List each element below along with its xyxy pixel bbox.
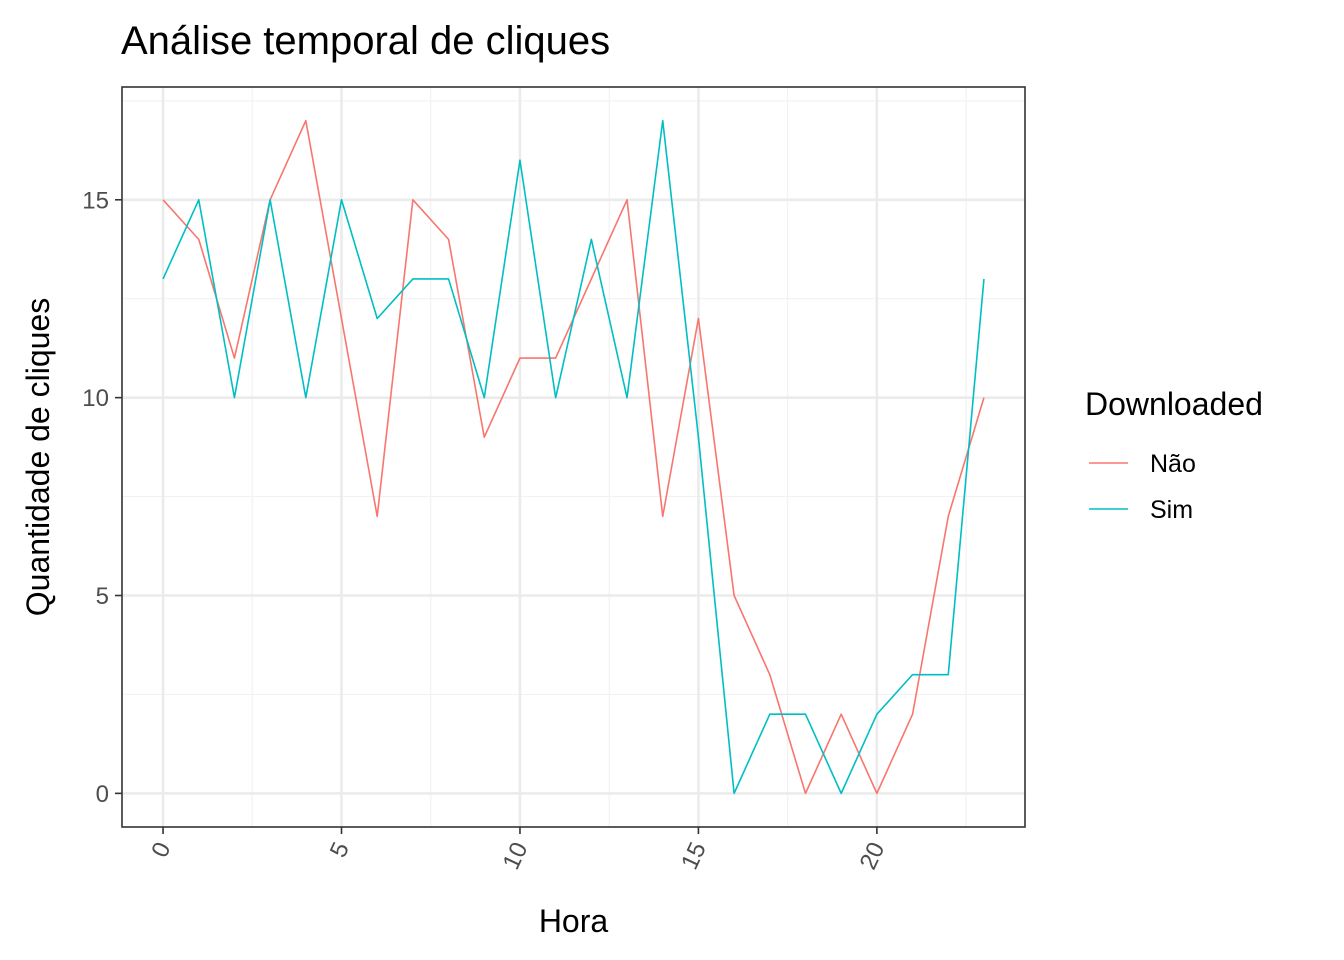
x-tick-label: 15 bbox=[676, 838, 712, 874]
legend-label-sim: Sim bbox=[1150, 496, 1193, 524]
x-tick-label: 0 bbox=[146, 838, 176, 862]
y-tick-label: 15 bbox=[82, 187, 109, 214]
legend-title: Downloaded bbox=[1085, 386, 1263, 422]
plot-border bbox=[121, 86, 1026, 828]
legend-label-não: Não bbox=[1150, 450, 1196, 478]
x-axis-title: Hora bbox=[539, 903, 609, 939]
y-tick-label: 10 bbox=[82, 385, 109, 412]
grid-lines bbox=[122, 87, 1025, 827]
plot-background bbox=[122, 87, 1025, 827]
plot-panel bbox=[121, 86, 1026, 828]
y-axis-title: Quantidade de cliques bbox=[20, 298, 56, 616]
x-tick-label: 5 bbox=[325, 838, 355, 862]
y-tick-label: 0 bbox=[96, 781, 109, 808]
y-tick-label: 5 bbox=[96, 583, 109, 610]
x-tick-label: 20 bbox=[855, 838, 891, 874]
series-line-sim bbox=[162, 119, 985, 795]
x-tick-label: 10 bbox=[498, 838, 534, 874]
series-lines bbox=[162, 119, 985, 795]
legend-items: Não Sim bbox=[1089, 450, 1196, 524]
chart-title: Análise temporal de cliques bbox=[121, 19, 610, 63]
legend: Downloaded Não Sim bbox=[1085, 386, 1263, 524]
